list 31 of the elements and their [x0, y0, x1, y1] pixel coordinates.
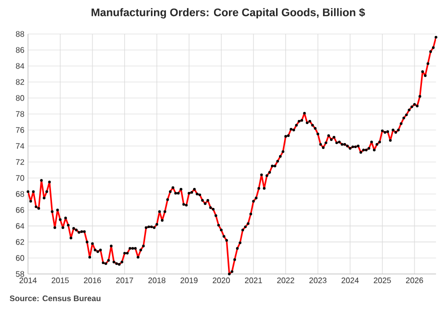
y-tick-label: 80 [16, 95, 24, 101]
y-tick-label: 72 [16, 159, 24, 165]
x-tick-label: 2018 [148, 278, 166, 284]
y-tick-label: 76 [16, 127, 24, 133]
y-tick-label: 66 [16, 207, 24, 213]
x-tick-label: 2021 [244, 278, 262, 284]
y-tick-label: 60 [16, 255, 24, 261]
x-tick-label: 2016 [84, 278, 101, 284]
y-tick-label: 68 [16, 191, 24, 197]
y-tick-label: 78 [16, 111, 24, 117]
x-tick-label: 2026 [406, 278, 424, 284]
y-tick-label: 62 [16, 239, 24, 245]
y-tick-label: 58 [16, 271, 24, 277]
x-tick-label: 2019 [180, 278, 198, 284]
x-tick-label: 2023 [309, 278, 326, 284]
x-tick-label: 2025 [374, 278, 391, 284]
x-tick-label: 2015 [52, 278, 69, 284]
y-tick-label: 82 [16, 79, 24, 85]
x-tick-label: 2024 [342, 278, 359, 284]
source-note: Source: Census Bureau [10, 296, 100, 302]
x-tick-label: 2022 [277, 278, 294, 284]
x-tick-label: 2017 [116, 278, 134, 284]
y-tick-label: 64 [16, 223, 24, 229]
x-tick-label: 2020 [212, 278, 230, 284]
y-tick-label: 84 [16, 63, 24, 69]
chart-title: Manufacturing Orders: Core Capital Goods, Billion $ [92, 8, 365, 18]
x-tick-label: 2014 [20, 278, 37, 284]
y-tick-label: 88 [16, 31, 24, 37]
y-tick-label: 74 [16, 143, 24, 149]
y-tick-label: 70 [16, 175, 24, 181]
y-tick-label: 86 [16, 47, 24, 53]
